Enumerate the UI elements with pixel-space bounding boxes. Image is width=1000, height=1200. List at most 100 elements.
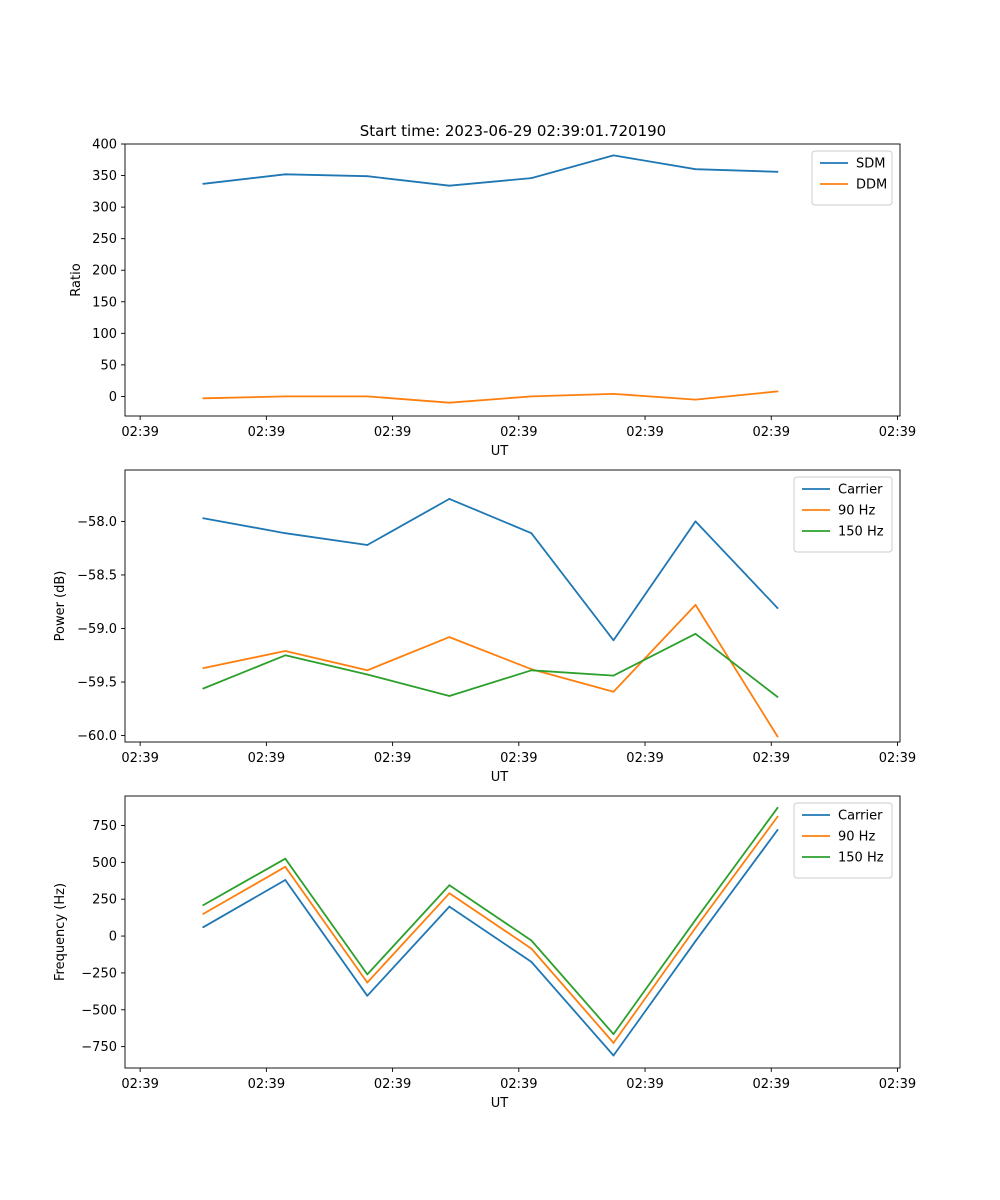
legend-label: 150 Hz	[838, 525, 884, 540]
y-tick-label: 250	[92, 232, 117, 247]
x-tick-label: 02:39	[500, 751, 537, 766]
data-point	[284, 654, 287, 657]
x-tick-label: 02:39	[753, 425, 790, 440]
y-tick-label: −250	[81, 966, 117, 981]
x-tick-label: 02:39	[626, 751, 663, 766]
y-tick-label: 150	[92, 295, 117, 310]
y-axis-label: Power (dB)	[53, 571, 68, 642]
legend-label: 150 Hz	[838, 851, 884, 866]
data-point	[202, 904, 205, 906]
legend-label: Carrier	[838, 809, 883, 824]
legend-box	[793, 476, 893, 553]
data-point	[694, 168, 697, 171]
data-point	[530, 947, 533, 950]
data-point	[694, 520, 697, 523]
series-line-carrier	[202, 829, 779, 1057]
data-point	[284, 532, 287, 535]
data-point	[366, 175, 369, 178]
y-tick-label: 500	[92, 856, 117, 871]
data-point	[530, 669, 533, 672]
data-point	[776, 735, 779, 738]
y-tick-label: −500	[81, 1003, 117, 1018]
x-tick-label: 02:39	[753, 751, 790, 766]
data-point	[612, 639, 615, 642]
data-point	[776, 696, 779, 698]
y-tick-label: 250	[92, 893, 117, 908]
x-tick-label: 02:39	[879, 425, 916, 440]
chart-title: Start time: 2023-06-29 02:39:01.720190	[360, 122, 666, 140]
y-tick-label: −59.0	[77, 622, 117, 637]
data-point	[776, 170, 779, 173]
panels: 02:3902:3902:3902:3902:3902:3902:3902:40…	[53, 138, 916, 1112]
y-tick-label: 50	[100, 358, 117, 373]
data-point	[202, 667, 205, 670]
legend-label: 90 Hz	[838, 830, 875, 845]
data-point	[448, 184, 451, 187]
data-point	[530, 532, 533, 535]
x-tick-label: 02:39	[374, 1077, 411, 1092]
data-point	[448, 892, 451, 895]
data-point	[366, 673, 369, 676]
data-point	[776, 390, 779, 393]
legend-box	[793, 802, 893, 879]
y-axis-label: Ratio	[69, 263, 84, 296]
series-line-sdm	[203, 154, 778, 187]
data-point	[202, 926, 205, 929]
x-tick-label: 02:39	[626, 1077, 663, 1092]
series-line-150-hz	[202, 632, 779, 698]
series-line-90-hz	[203, 604, 779, 738]
chart-panel-2: 02:3902:3902:3902:3902:3902:3902:3902:40…	[53, 469, 916, 785]
y-tick-label: 400	[92, 138, 117, 153]
x-tick-label: 02:39	[753, 1077, 790, 1092]
data-point	[776, 607, 779, 610]
data-point	[284, 865, 287, 868]
x-axis-label: UT	[491, 1096, 509, 1111]
data-point	[202, 182, 205, 185]
y-tick-label: −60.0	[77, 729, 117, 744]
x-tick-label: 02:39	[248, 1077, 285, 1092]
series-line-150-hz	[202, 807, 779, 1035]
data-point	[694, 918, 697, 921]
data-point	[284, 395, 287, 398]
legend: Carrier 90 Hz 150 Hz	[793, 802, 893, 879]
chart-panel-3: 02:3902:3902:3902:3902:3902:3902:3902:40…	[53, 795, 916, 1111]
data-point	[202, 517, 205, 520]
y-axis-label: Frequency (Hz)	[53, 883, 68, 981]
y-tick-label: 750	[92, 819, 117, 834]
y-tick-label: −58.0	[77, 515, 117, 530]
series-line-90-hz	[202, 816, 779, 1044]
data-point	[776, 815, 779, 818]
x-tick-label: 02:39	[121, 751, 158, 766]
data-point	[202, 913, 205, 915]
x-tick-label: 02:39	[879, 1077, 916, 1092]
y-tick-label: −58.5	[77, 568, 117, 583]
data-point	[284, 650, 287, 652]
data-point	[694, 940, 697, 943]
data-point	[694, 927, 697, 929]
data-point	[694, 398, 697, 401]
legend: Carrier 90 Hz 150 Hz	[793, 476, 893, 553]
data-point	[448, 884, 451, 887]
data-point	[366, 973, 369, 976]
x-tick-label: 02:39	[374, 751, 411, 766]
x-axis-label: UT	[491, 770, 509, 785]
data-point	[530, 177, 533, 179]
y-tick-label: 0	[109, 390, 117, 405]
data-point	[366, 669, 369, 672]
data-point	[366, 981, 369, 984]
data-point	[530, 960, 533, 963]
data-point	[202, 397, 205, 400]
y-tick-label: 350	[92, 169, 117, 184]
data-point	[448, 905, 451, 908]
data-point	[612, 690, 615, 693]
data-point	[284, 173, 287, 176]
legend: SDM DDM	[811, 150, 893, 206]
y-tick-label: −59.5	[77, 676, 117, 691]
x-tick-label: 02:39	[500, 1077, 537, 1092]
data-point	[448, 401, 451, 404]
legend-label: 90 Hz	[838, 504, 875, 519]
data-point	[694, 604, 697, 606]
series-line-ddm	[203, 390, 778, 404]
data-point	[366, 395, 369, 398]
